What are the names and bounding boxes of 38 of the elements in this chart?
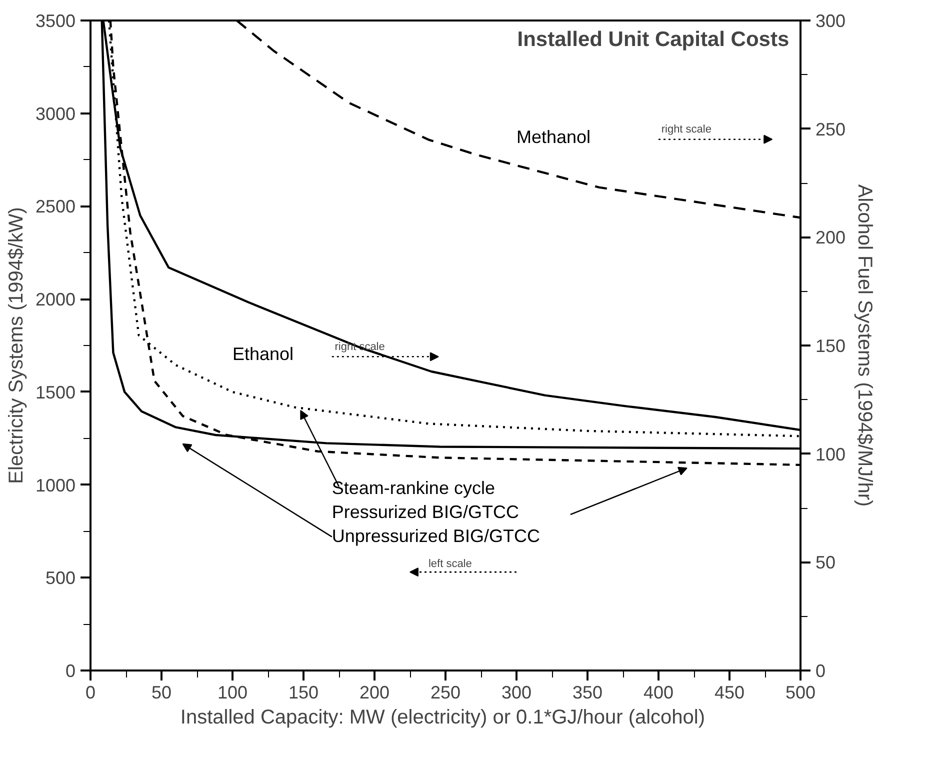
- x-tick-label: 150: [288, 682, 319, 702]
- y2-axis-title: Alcohol Fuel Systems (1994$/MJ/hr): [854, 184, 876, 507]
- y2-tick-label: 50: [816, 552, 836, 573]
- x-tick-label: 300: [501, 682, 532, 702]
- y2-tick-label: 150: [816, 336, 846, 356]
- x-tick-label: 400: [643, 682, 674, 702]
- chart-title: Installed Unit Capital Costs: [517, 28, 790, 51]
- series-label: Methanol: [516, 126, 591, 147]
- text: Steam-rankine cycle: [332, 478, 495, 498]
- y2-tick-label: 200: [816, 228, 846, 248]
- x-tick-label: 450: [714, 682, 745, 702]
- y-axis-title: Electricity Systems (1994$/kW): [5, 207, 28, 484]
- y2-tick-label: 250: [816, 119, 846, 140]
- y-tick-label: 3000: [35, 104, 76, 124]
- annotation: left scale: [428, 558, 472, 570]
- text: Pressurized BIG/GTCC: [332, 502, 519, 522]
- x-tick-label: 50: [151, 682, 172, 702]
- y-tick-label: 0: [65, 661, 76, 681]
- y-tick-label: 1000: [35, 475, 76, 496]
- annotation: right scale: [661, 124, 712, 136]
- x-tick-label: 200: [359, 682, 390, 702]
- annotation: right scale: [334, 340, 385, 353]
- y-tick-label: 2000: [35, 290, 76, 310]
- y-tick-label: 2500: [35, 196, 76, 217]
- series-label: Ethanol: [232, 344, 294, 364]
- x-tick-label: 250: [430, 682, 461, 702]
- y-tick-label: 3500: [35, 11, 76, 31]
- text: Unpressurized BIG/GTCC: [332, 526, 540, 546]
- x-axis-title: Installed Capacity: MW (electricity) or 0.1*GJ/hour (alcohol): [180, 706, 706, 728]
- x-tick-label: 0: [85, 682, 96, 702]
- x-tick-label: 500: [785, 682, 816, 702]
- y2-tick-label: 300: [816, 11, 846, 31]
- x-tick-label: 100: [217, 682, 248, 702]
- y-tick-label: 1500: [35, 382, 76, 402]
- x-tick-label: 350: [572, 682, 603, 702]
- y2-tick-label: 0: [816, 661, 826, 681]
- y-tick-label: 500: [45, 568, 76, 588]
- y2-tick-label: 100: [816, 444, 846, 464]
